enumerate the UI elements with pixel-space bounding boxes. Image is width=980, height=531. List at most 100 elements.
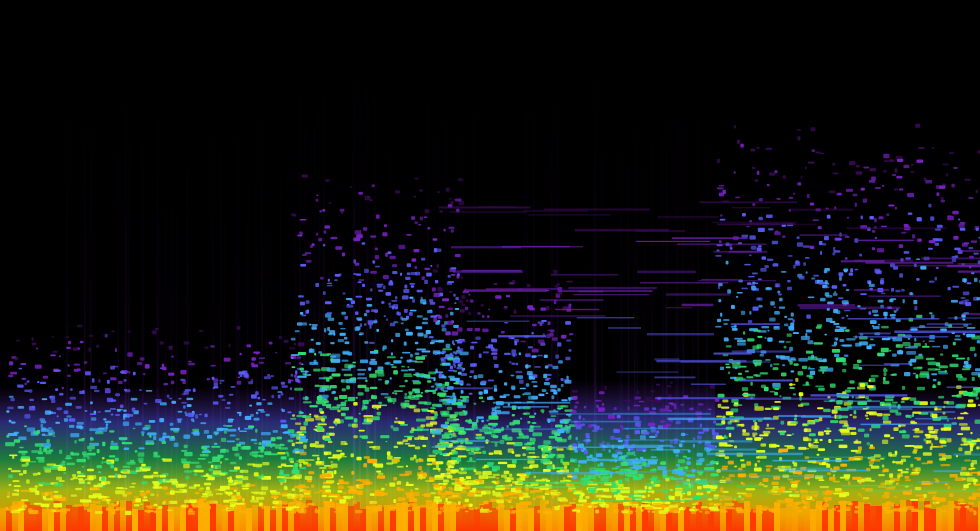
harmonic-mark bbox=[208, 468, 214, 472]
harmonic-mark bbox=[184, 411, 187, 414]
harmonic-mark bbox=[543, 440, 551, 445]
harmonic-mark bbox=[458, 501, 461, 505]
harmonic-mark bbox=[213, 378, 219, 382]
harmonic-mark bbox=[568, 349, 572, 352]
harmonic-mark bbox=[300, 506, 307, 508]
harmonic-mark bbox=[718, 184, 725, 187]
harmonic-mark bbox=[439, 490, 443, 492]
sustained-partial bbox=[731, 350, 792, 353]
harmonic-mark bbox=[734, 366, 738, 370]
harmonic-mark bbox=[192, 388, 196, 393]
harmonic-mark bbox=[367, 458, 378, 464]
sustained-partial bbox=[646, 333, 714, 336]
harmonic-mark bbox=[400, 402, 407, 407]
sustained-partial bbox=[859, 364, 894, 366]
harmonic-mark bbox=[732, 404, 743, 406]
harmonic-mark bbox=[556, 292, 563, 295]
harmonic-mark bbox=[880, 347, 889, 353]
harmonic-mark bbox=[66, 415, 72, 418]
transient-streak bbox=[550, 0, 553, 531]
harmonic-mark bbox=[292, 449, 296, 454]
harmonic-mark bbox=[828, 190, 836, 194]
fundamental-energy bbox=[780, 508, 786, 531]
harmonic-mark bbox=[281, 385, 288, 388]
harmonic-mark bbox=[850, 431, 857, 435]
fundamental-energy bbox=[246, 508, 252, 531]
harmonic-mark bbox=[505, 498, 513, 502]
harmonic-mark bbox=[525, 383, 530, 387]
harmonic-mark bbox=[891, 287, 894, 292]
harmonic-mark bbox=[966, 282, 972, 285]
harmonic-mark bbox=[158, 437, 166, 442]
harmonic-mark bbox=[239, 510, 248, 513]
harmonic-mark bbox=[910, 463, 914, 468]
transient-streak bbox=[164, 0, 167, 531]
harmonic-mark bbox=[793, 192, 796, 195]
harmonic-mark bbox=[183, 434, 191, 439]
fundamental-energy bbox=[144, 502, 150, 531]
harmonic-mark bbox=[803, 262, 806, 266]
harmonic-mark bbox=[327, 282, 333, 285]
harmonic-mark bbox=[551, 430, 558, 435]
harmonic-mark bbox=[940, 199, 945, 203]
harmonic-mark bbox=[36, 347, 39, 350]
harmonic-mark bbox=[872, 326, 880, 330]
harmonic-mark bbox=[110, 413, 114, 416]
harmonic-mark bbox=[506, 442, 515, 445]
harmonic-mark bbox=[587, 424, 593, 428]
harmonic-mark bbox=[594, 469, 605, 472]
harmonic-mark bbox=[24, 382, 27, 385]
harmonic-mark bbox=[490, 347, 495, 352]
harmonic-mark bbox=[724, 456, 730, 459]
fundamental-energy bbox=[606, 502, 612, 531]
harmonic-mark bbox=[411, 427, 415, 431]
harmonic-mark bbox=[952, 506, 962, 509]
harmonic-mark bbox=[406, 509, 412, 512]
harmonic-mark bbox=[454, 411, 459, 415]
harmonic-mark bbox=[242, 498, 245, 502]
harmonic-mark bbox=[448, 369, 455, 372]
harmonic-mark bbox=[406, 331, 413, 336]
harmonic-mark bbox=[52, 435, 56, 437]
harmonic-mark bbox=[413, 195, 417, 198]
harmonic-mark bbox=[714, 445, 718, 448]
harmonic-mark bbox=[66, 455, 71, 460]
harmonic-mark bbox=[148, 420, 156, 423]
harmonic-mark bbox=[343, 373, 353, 377]
harmonic-mark bbox=[414, 390, 420, 393]
harmonic-mark bbox=[294, 474, 302, 479]
harmonic-mark bbox=[515, 370, 523, 374]
harmonic-mark bbox=[853, 363, 860, 368]
harmonic-mark bbox=[926, 374, 930, 380]
harmonic-mark bbox=[734, 465, 738, 468]
harmonic-mark bbox=[473, 451, 482, 454]
harmonic-mark bbox=[385, 440, 388, 443]
harmonic-mark bbox=[440, 495, 446, 499]
fundamental-energy bbox=[486, 502, 492, 531]
harmonic-mark bbox=[327, 353, 332, 356]
harmonic-mark bbox=[717, 318, 722, 323]
harmonic-mark bbox=[730, 408, 739, 413]
harmonic-mark bbox=[733, 171, 736, 174]
harmonic-mark bbox=[393, 360, 402, 364]
harmonic-mark bbox=[624, 399, 631, 403]
harmonic-mark bbox=[905, 479, 911, 481]
harmonic-mark bbox=[324, 301, 332, 305]
harmonic-mark bbox=[253, 442, 258, 445]
harmonic-mark bbox=[818, 416, 823, 422]
harmonic-mark bbox=[842, 362, 847, 366]
harmonic-mark bbox=[842, 283, 847, 287]
harmonic-mark bbox=[657, 425, 664, 429]
harmonic-mark bbox=[248, 508, 251, 512]
harmonic-mark bbox=[365, 309, 370, 313]
harmonic-mark bbox=[784, 323, 789, 327]
harmonic-mark bbox=[237, 376, 241, 378]
harmonic-mark bbox=[420, 408, 429, 411]
harmonic-mark bbox=[857, 428, 865, 432]
harmonic-mark bbox=[702, 485, 713, 489]
harmonic-mark bbox=[914, 263, 917, 268]
harmonic-mark bbox=[670, 381, 673, 384]
harmonic-mark bbox=[364, 341, 369, 344]
harmonic-mark bbox=[561, 334, 567, 339]
harmonic-mark bbox=[350, 453, 354, 458]
